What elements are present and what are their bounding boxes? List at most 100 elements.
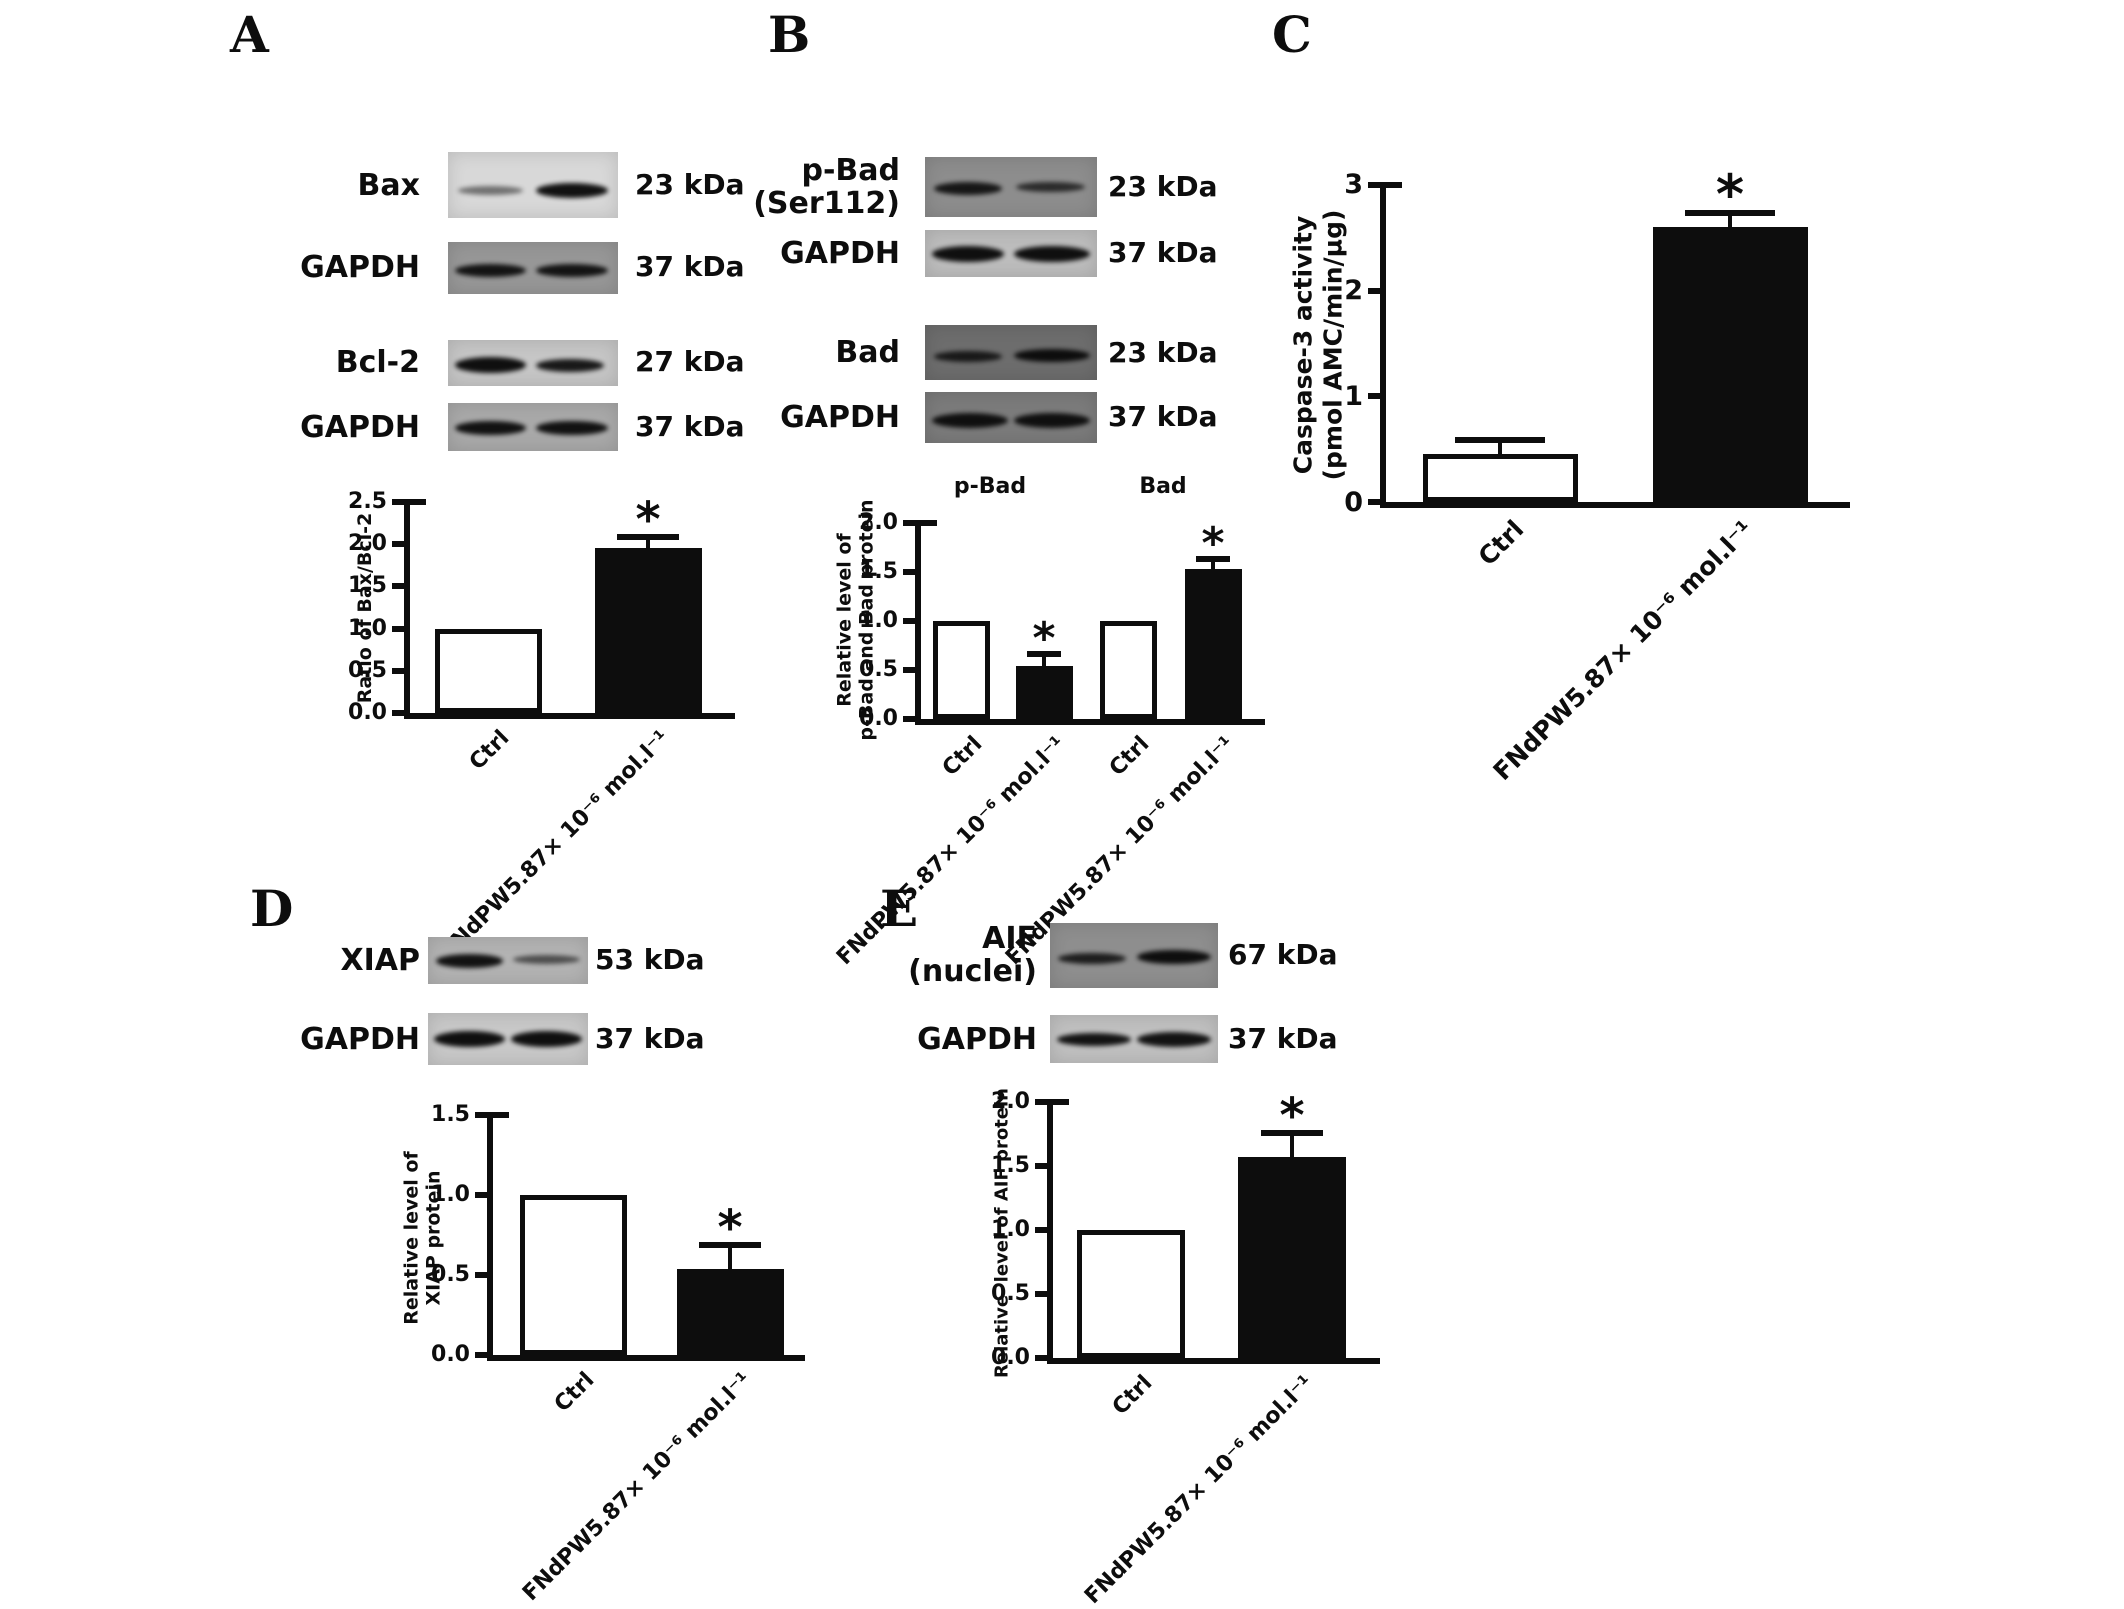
error-bar-cap — [1260, 1129, 1324, 1136]
y-axis-line — [915, 520, 921, 722]
significance-star: * — [1201, 517, 1225, 569]
significance-star: * — [1279, 1087, 1305, 1144]
y-axis-line — [487, 1112, 493, 1358]
blot-image-gapdh-4 — [925, 392, 1097, 443]
bar-treated — [676, 1268, 784, 1355]
blot-label-bax: Bax — [357, 168, 420, 203]
significance-star: * — [635, 491, 661, 548]
protein-band — [536, 182, 608, 198]
kda-label-pbad: 23 kDa — [1108, 170, 1218, 203]
chart-caspase3-activity: Caspase-3 activity (pmol AMC/min/µg) 0 1 2 3… — [1255, 110, 1915, 786]
protein-band — [458, 185, 523, 195]
protein-band — [536, 264, 608, 278]
y-tick-label: 1.0 — [859, 608, 898, 633]
protein-band — [434, 1031, 505, 1047]
blot-image-gapdh-3 — [925, 230, 1097, 277]
panel-letter-c: C — [1272, 5, 1312, 64]
protein-band — [511, 1031, 582, 1047]
blot-image-bax — [448, 152, 618, 218]
blot-image-bad — [925, 325, 1097, 380]
x-axis-line — [1047, 1358, 1380, 1364]
blot-label-gapdh-3: GAPDH — [780, 236, 900, 271]
y-tick-label: 0.5 — [859, 657, 898, 682]
protein-band — [536, 420, 608, 435]
protein-band — [436, 953, 504, 968]
panel-letter-b: B — [768, 5, 811, 64]
bar-treated — [1015, 666, 1073, 719]
x-axis-line — [487, 1355, 805, 1361]
bar-control — [519, 1195, 627, 1355]
bar-control — [434, 628, 542, 713]
axis-top-tick — [1386, 181, 1402, 188]
figure: A Bax 23 kDa GAPDH 37 kDa Bcl-2 27 kDa G… — [230, 5, 1915, 1609]
y-tick-label: 0.0 — [431, 1342, 470, 1367]
error-bar-line — [1290, 1132, 1294, 1158]
y-tick — [1035, 1291, 1050, 1297]
y-tick-label: 2.0 — [991, 1089, 1030, 1114]
blot-image-gapdh-6 — [1050, 1015, 1218, 1063]
bar-treated — [1652, 227, 1808, 502]
y-tick-label: 0.5 — [991, 1281, 1030, 1306]
y-axis-label: Relative level of XIAP protein — [400, 1151, 445, 1325]
blot-label-xiap: XIAP — [340, 943, 421, 978]
y-tick-label: 3 — [1344, 169, 1363, 201]
blot-image-gapdh-5 — [428, 1013, 588, 1065]
blot-image-gapdh-1 — [448, 242, 618, 294]
error-bar-line — [1728, 213, 1732, 228]
x-tick-label: Ctrl — [1104, 731, 1155, 782]
error-bar-cap — [1455, 436, 1545, 443]
kda-label-bax: 23 kDa — [635, 168, 745, 201]
y-tick — [475, 1192, 490, 1198]
chart-pbad-bad-levels: Relative level of p-Bad and Bad protein 0… — [750, 470, 1330, 970]
y-tick-label: 0 — [1344, 486, 1363, 518]
y-tick — [392, 583, 407, 590]
y-tick — [1368, 181, 1383, 188]
kda-label-gapdh-6: 37 kDa — [1228, 1022, 1338, 1055]
protein-band — [454, 357, 527, 374]
y-tick-label: 1.5 — [859, 559, 898, 584]
y-tick — [1368, 499, 1383, 505]
chart-xiap-level: Relative level of XIAP protein 0.0 0.5 1.0 1… — [310, 1090, 870, 1606]
blot-image-aif — [1050, 923, 1218, 988]
y-tick — [1035, 1099, 1050, 1105]
kda-label-bad: 23 kDa — [1108, 336, 1218, 369]
y-tick-label: 2.0 — [348, 531, 387, 557]
y-tick — [392, 499, 407, 505]
bar-control — [1099, 621, 1157, 719]
axis-top-tick — [493, 1112, 509, 1118]
y-tick — [903, 618, 918, 624]
y-tick-label: 0.5 — [431, 1262, 470, 1287]
y-tick-label: 0.0 — [859, 706, 898, 731]
error-bar-line — [1211, 559, 1215, 570]
blot-label-gapdh-5: GAPDH — [300, 1022, 420, 1057]
y-tick — [1368, 287, 1383, 294]
y-tick — [475, 1112, 490, 1118]
error-bar-line — [1498, 439, 1502, 455]
x-tick-label: Ctrl — [937, 731, 988, 782]
y-tick-label: 1 — [1344, 380, 1363, 412]
kda-label-gapdh-3: 37 kDa — [1108, 236, 1218, 269]
y-tick-label: 2.0 — [859, 510, 898, 535]
blot-image-pbad — [925, 157, 1097, 217]
y-tick — [392, 667, 407, 674]
kda-label-gapdh-4: 37 kDa — [1108, 400, 1218, 433]
error-bar-line — [646, 536, 650, 548]
chart-bax-bcl2-ratio: Ratio of Bax/Bcl-2 0.0 0.5 1.0 1.5 2.0 2.5 Ctrl… — [280, 480, 800, 964]
bar-treated — [594, 547, 702, 713]
protein-band — [536, 358, 605, 372]
x-axis-line — [1380, 502, 1850, 508]
y-tick — [1368, 393, 1383, 400]
y-tick — [903, 520, 918, 526]
y-tick-label: 1.5 — [431, 1102, 470, 1127]
x-tick-label: Ctrl — [549, 1367, 600, 1418]
chart-aif-level: Relative level of AIF protein 0.0 0.5 1.0 1.… — [870, 1085, 1450, 1609]
y-tick-label: 2 — [1344, 275, 1363, 307]
y-tick-label: 0.0 — [991, 1345, 1030, 1370]
x-axis-line — [915, 719, 1265, 725]
y-axis-line — [1380, 181, 1386, 505]
y-tick — [392, 541, 407, 548]
panel-letter-d: D — [250, 879, 294, 938]
significance-star: * — [1032, 612, 1056, 664]
axis-top-tick — [410, 499, 426, 505]
y-tick — [1035, 1227, 1050, 1233]
